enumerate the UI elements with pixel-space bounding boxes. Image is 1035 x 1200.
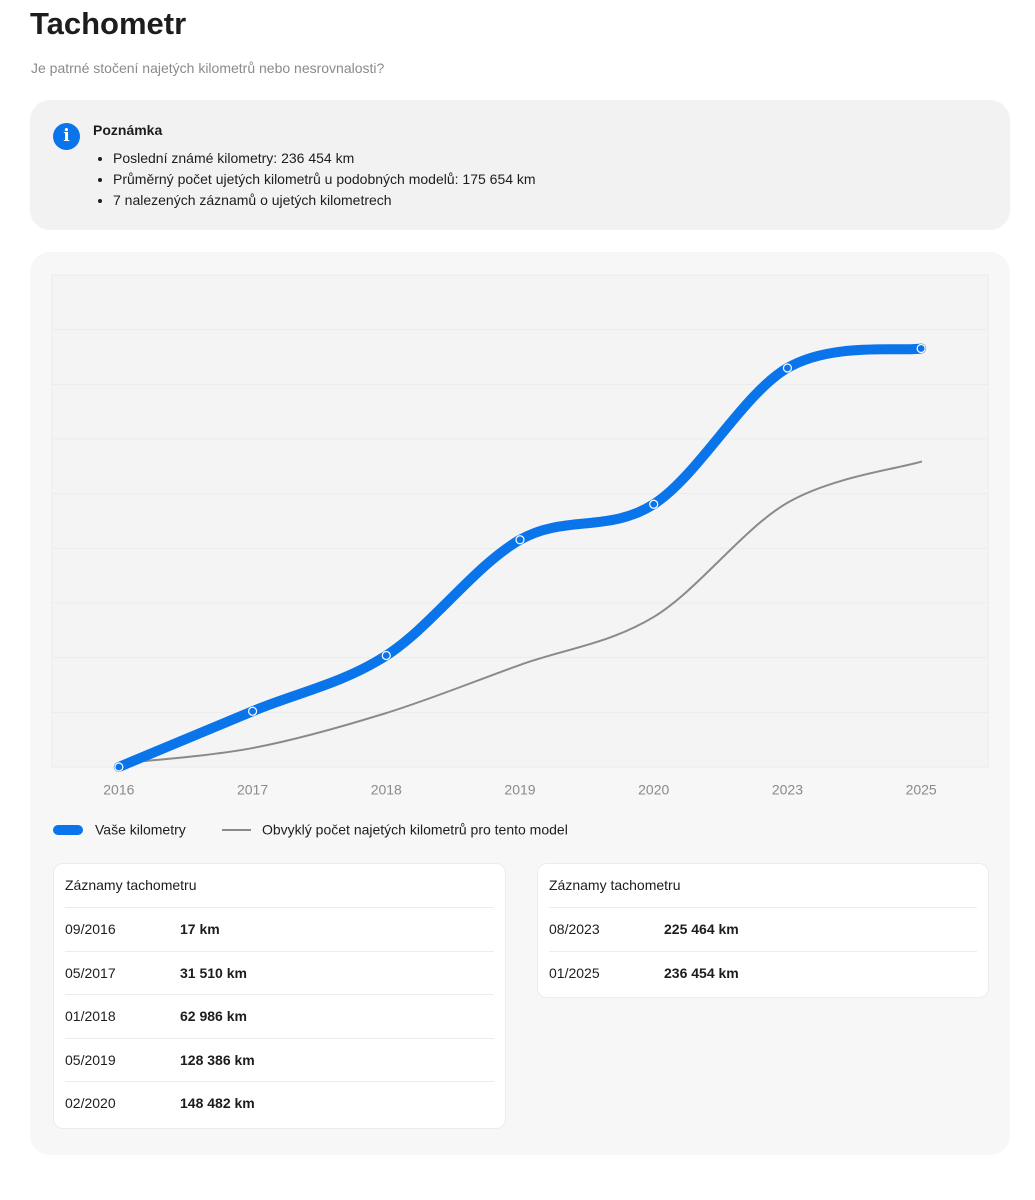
x-tick-label: 2025 bbox=[906, 782, 937, 798]
legend-swatch bbox=[53, 825, 83, 835]
record-date: 05/2017 bbox=[65, 964, 116, 981]
x-tick-label: 2018 bbox=[371, 782, 402, 798]
data-point bbox=[381, 650, 391, 661]
records-card: Záznamy tachometru 09/2016 17 km 05/2017 31 … bbox=[53, 863, 506, 1129]
x-tick-label: 2016 bbox=[103, 782, 134, 798]
note-list: Poslední známé kilometry: 236 454 kmPrům… bbox=[93, 148, 536, 211]
legend-label: Vaše kilometry bbox=[95, 822, 186, 838]
x-tick-label: 2019 bbox=[504, 782, 535, 798]
record-row: 05/2019 128 386 km bbox=[65, 1037, 494, 1082]
note-item: Poslední známé kilometry: 236 454 km bbox=[113, 148, 536, 169]
x-tick-label: 2023 bbox=[772, 782, 803, 798]
record-row: 01/2018 62 986 km bbox=[65, 994, 494, 1038]
record-km: 31 510 km bbox=[180, 964, 247, 981]
record-row: 01/2025 236 454 km bbox=[549, 950, 977, 995]
data-point bbox=[515, 535, 525, 545]
legend-label: Obvyklý počet najetých kilometrů pro ten… bbox=[262, 822, 568, 838]
card-title: Záznamy tachometru bbox=[549, 877, 681, 893]
record-date: 08/2023 bbox=[549, 921, 600, 937]
note-item: 7 nalezených záznamů o ujetých kilometre… bbox=[113, 190, 536, 211]
record-row: 02/2020 148 482 km bbox=[65, 1081, 494, 1125]
record-km: 225 464 km bbox=[664, 921, 739, 937]
data-point bbox=[649, 499, 659, 509]
subtitle: Je patrné stočení najetých kilometrů neb… bbox=[31, 60, 385, 76]
record-date: 01/2025 bbox=[549, 964, 600, 981]
data-point bbox=[916, 343, 926, 354]
record-row: 08/2023 225 464 km bbox=[549, 907, 977, 951]
record-date: 01/2018 bbox=[65, 1008, 116, 1024]
info-icon: i bbox=[53, 123, 80, 150]
note-item: Průměrný počet ujetých kilometrů u podob… bbox=[113, 169, 536, 190]
record-km: 148 482 km bbox=[180, 1095, 255, 1111]
x-tick-label: 2020 bbox=[638, 782, 669, 798]
record-km: 236 454 km bbox=[664, 964, 739, 981]
record-date: 02/2020 bbox=[65, 1095, 116, 1111]
chart: 2016 2017 2018 2019 2020 2023 2025 Vaše kilomet… bbox=[53, 343, 937, 838]
data-point bbox=[782, 363, 793, 373]
data-point bbox=[247, 706, 258, 716]
record-date: 05/2019 bbox=[65, 1051, 116, 1068]
record-km: 17 km bbox=[180, 921, 220, 937]
series-line bbox=[117, 460, 923, 765]
record-km: 62 986 km bbox=[180, 1008, 247, 1024]
card-title: Záznamy tachometru bbox=[65, 877, 197, 893]
note-title: Poznámka bbox=[93, 122, 163, 138]
record-row: 09/2016 17 km bbox=[65, 907, 494, 951]
page-title: Tachometr bbox=[30, 6, 187, 41]
record-row: 05/2017 31 510 km bbox=[65, 950, 494, 995]
record-date: 09/2016 bbox=[65, 921, 116, 937]
data-point bbox=[114, 762, 124, 772]
records-card: Záznamy tachometru 08/2023 225 464 km 01/20… bbox=[537, 863, 989, 998]
record-km: 128 386 km bbox=[180, 1051, 255, 1068]
note-box: i Poznámka Poslední známé kilometry: 236… bbox=[30, 100, 1010, 230]
x-tick-label: 2017 bbox=[237, 782, 268, 798]
